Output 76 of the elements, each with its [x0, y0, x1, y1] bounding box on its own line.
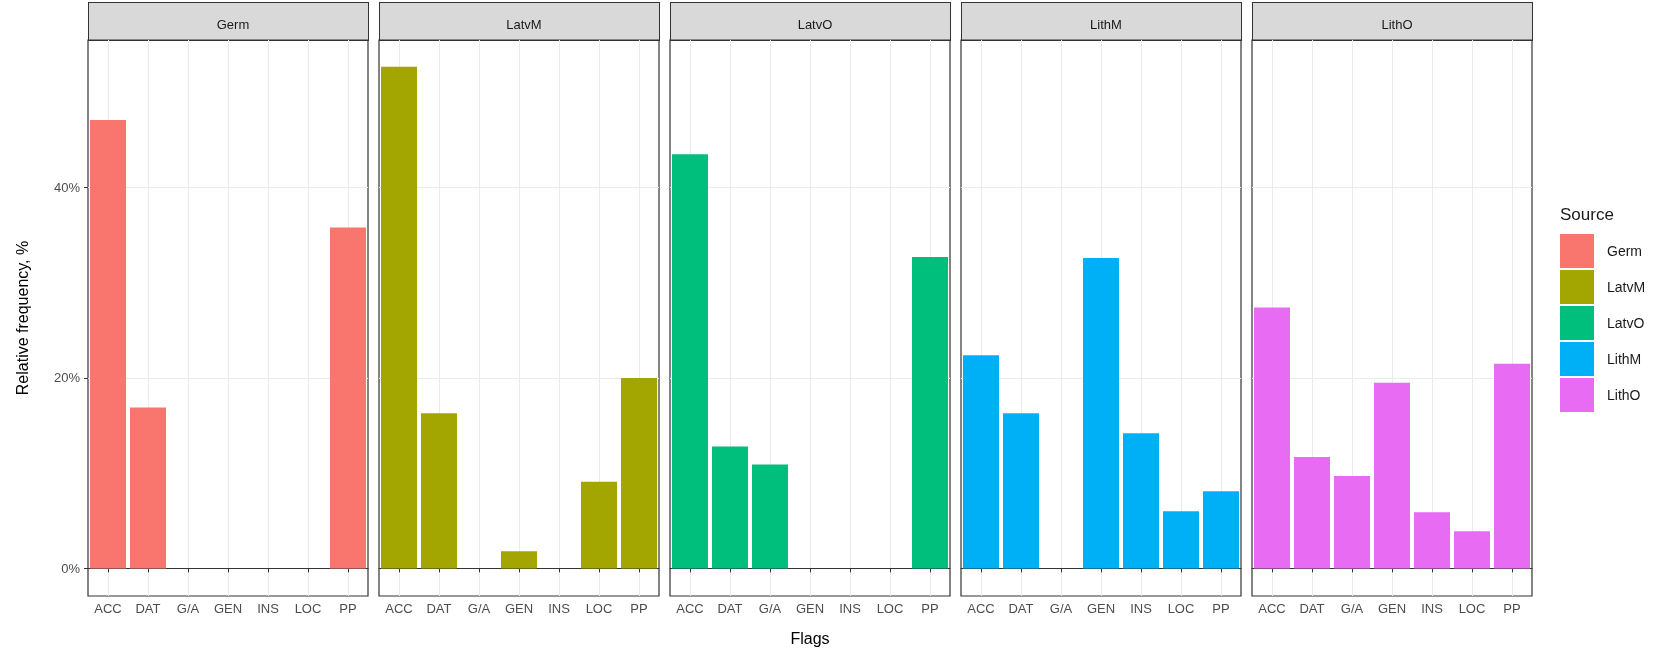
x-tick-label: PP: [630, 601, 648, 616]
x-tick-label: INS: [548, 601, 571, 616]
bar: [1454, 531, 1490, 569]
x-tick-label: ACC: [967, 601, 995, 616]
bar: [1414, 512, 1450, 569]
x-tick-label: GEN: [795, 601, 825, 616]
x-tick-label: DAT: [426, 601, 452, 616]
bar: [1494, 363, 1530, 569]
x-tick-label: G/A: [467, 601, 491, 616]
x-tick-label: ACC: [1258, 601, 1286, 616]
x-tick-label: INS: [257, 601, 280, 616]
x-tick-label: INS: [1421, 601, 1444, 616]
bar: [963, 355, 999, 569]
text: LithO: [1607, 387, 1641, 403]
bar: [1203, 491, 1239, 569]
x-tick-label: LOC: [876, 601, 904, 616]
bar: [1254, 307, 1290, 569]
y-tick-label: 40%: [53, 180, 81, 196]
x-axis-title: Flags: [790, 629, 830, 647]
bar: [90, 119, 126, 569]
x-tick-label: LOC: [294, 601, 322, 616]
bar: [1123, 433, 1159, 569]
x-tick-label: PP: [339, 601, 357, 616]
chart-title: LithM: [1090, 17, 1122, 32]
x-tick-label: G/A: [1049, 601, 1073, 616]
x-tick-label: G/A: [758, 601, 782, 616]
chart-title: Germ: [216, 17, 250, 32]
text: Germ: [1607, 243, 1642, 259]
x-tick-label: LOC: [1167, 601, 1195, 616]
bar: [1334, 476, 1370, 569]
x-tick-label: ACC: [94, 601, 122, 616]
x-tick-label: G/A: [1340, 601, 1364, 616]
x-tick-label: DAT: [135, 601, 161, 616]
text: LithM: [1607, 351, 1642, 367]
text: LatvM: [1607, 279, 1646, 295]
bar: [581, 481, 617, 569]
bar: [621, 377, 657, 569]
x-tick-label: LOC: [585, 601, 613, 616]
bar: [130, 407, 166, 569]
x-tick-label: PP: [1212, 601, 1230, 616]
x-tick-label: INS: [1130, 601, 1153, 616]
x-tick-label: DAT: [717, 601, 743, 616]
x-tick-label: GEN: [1086, 601, 1116, 616]
bar: [501, 551, 537, 569]
x-tick-label: LOC: [1458, 601, 1486, 616]
x-tick-label: ACC: [676, 601, 704, 616]
bar: [1374, 382, 1410, 569]
bar: [1294, 457, 1330, 569]
y-tick-label: 0%: [61, 560, 81, 576]
bar: [912, 257, 948, 569]
chart-title: LatvM: [506, 17, 542, 32]
y-axis-title: Relative frequency, %: [13, 240, 31, 396]
x-tick-label: INS: [839, 601, 862, 616]
x-tick-label: GEN: [213, 601, 243, 616]
bar: [1003, 413, 1039, 569]
chart-title: LatvO: [797, 17, 833, 32]
y-tick-label: 20%: [53, 370, 81, 386]
legend-title: Source: [1560, 205, 1615, 225]
bar: [421, 413, 457, 569]
x-tick-label: G/A: [176, 601, 200, 616]
chart-title: LithO: [1381, 17, 1413, 32]
bar: [752, 464, 788, 569]
x-tick-label: GEN: [504, 601, 534, 616]
x-tick-label: DAT: [1299, 601, 1325, 616]
x-tick-label: GEN: [1377, 601, 1407, 616]
bar: [1083, 258, 1119, 569]
text: LatvO: [1607, 315, 1645, 331]
bar: [672, 154, 708, 569]
x-tick-label: PP: [1503, 601, 1521, 616]
bar: [1163, 511, 1199, 569]
bar: [712, 446, 748, 569]
x-tick-label: DAT: [1008, 601, 1034, 616]
x-tick-label: ACC: [385, 601, 413, 616]
bar: [330, 227, 366, 569]
x-tick-label: PP: [921, 601, 939, 616]
bar: [381, 66, 417, 569]
